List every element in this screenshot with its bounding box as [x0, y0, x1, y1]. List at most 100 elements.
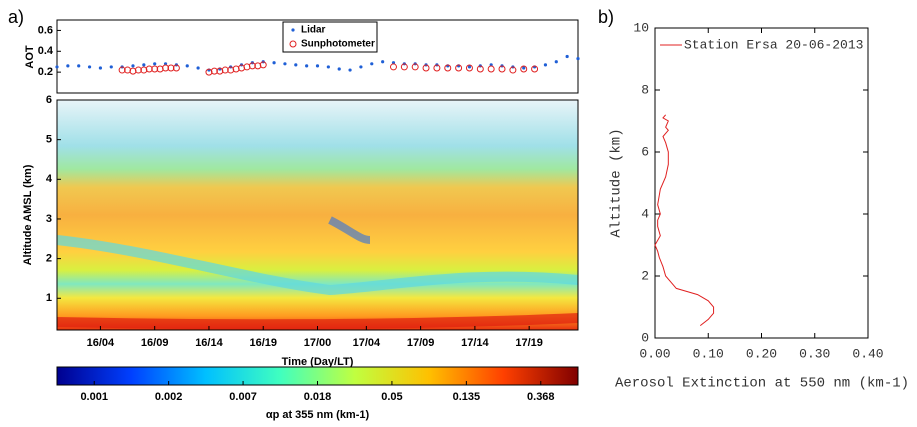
sunphotometer-point [498, 65, 506, 73]
sunphotometer-point [411, 63, 419, 71]
colorbar-tick-label: 0.001 [80, 391, 108, 403]
lidar-point [153, 62, 157, 66]
lidar-point [55, 65, 59, 69]
legend-marker [289, 40, 297, 48]
lidar-point [185, 64, 189, 68]
sunphotometer-point [455, 64, 463, 72]
y-axis-label: Altitude AMSL (km) [22, 164, 34, 265]
y-tick-label: 1 [46, 292, 52, 304]
sunphotometer-point [531, 65, 539, 73]
legend-marker [291, 28, 295, 32]
x-tick-label: 17/19 [515, 337, 543, 349]
x-tick-label: 16/14 [195, 337, 223, 349]
x-tick-label: 0.20 [746, 346, 777, 361]
lidar-point [554, 60, 558, 64]
y-tick-label: 8 [641, 82, 649, 97]
sunphotometer-point [444, 64, 452, 72]
sunphotometer-point [389, 63, 397, 71]
lidar-point [87, 65, 92, 69]
x-tick-label: 0.40 [852, 346, 883, 361]
y-tick-label: 6 [46, 94, 52, 106]
y-tick-label: 0.6 [38, 24, 53, 36]
sunphotometer-point [509, 66, 517, 74]
y-tick-label: 0.4 [38, 45, 54, 57]
heatmap-image [57, 100, 578, 330]
sunphotometer-point [221, 66, 229, 74]
colorbar-tick-label: 0.002 [155, 391, 183, 403]
lidar-point [272, 61, 276, 65]
y-tick-label: 4 [46, 173, 53, 185]
sunphotometer-point [134, 66, 142, 74]
lidar-point [522, 66, 526, 70]
sunphotometer-point [433, 64, 441, 72]
x-tick-label: 16/09 [141, 337, 169, 349]
x-tick-label: 17/14 [461, 337, 489, 349]
x-tick-label: 0.10 [693, 346, 724, 361]
lidar-point [196, 66, 200, 70]
x-tick-label: 16/19 [249, 337, 277, 349]
y-tick-label: 2 [46, 253, 52, 265]
sunphotometer-point [487, 65, 495, 73]
sunphotometer-point [400, 63, 408, 71]
sunphotometer-point [520, 65, 528, 73]
sunphotometer-point [172, 64, 180, 72]
lidar-point [576, 56, 580, 61]
colorbar-tick-label: 0.368 [527, 391, 555, 403]
legend-label: Lidar [301, 25, 326, 36]
sunphotometer-point [248, 62, 256, 70]
lidar-point [315, 64, 320, 68]
sunphotometer-point [476, 65, 484, 73]
legend-label: Sunphotometer [301, 39, 375, 50]
y-tick-label: 4 [641, 206, 649, 221]
x-tick-label: 17/09 [407, 337, 435, 349]
lidar-point [131, 64, 135, 68]
colorbar-label: αp at 355 nm (km-1) [266, 409, 370, 421]
panel-label: b) [598, 7, 614, 27]
profile-line [654, 114, 715, 326]
lidar-point [142, 63, 146, 67]
lidar-point [467, 65, 472, 69]
colorbar-tick-label: 0.007 [229, 391, 257, 403]
x-axis-label: Time (Day/LT) [282, 356, 354, 368]
x-axis-label: Aerosol Extinction at 550 nm (km-1) [615, 376, 909, 392]
lidar-point [381, 60, 385, 64]
y-tick-label: 10 [633, 20, 649, 35]
y-tick-label: 0.2 [38, 66, 53, 78]
y-tick-label: 2 [641, 268, 649, 283]
y-tick-label: 5 [46, 134, 52, 146]
heatmap-feature [328, 216, 371, 244]
lidar-point [326, 65, 330, 69]
lidar-point [348, 68, 352, 72]
colorbar-tick-label: 0.135 [453, 391, 481, 403]
heatmap-feature [56, 313, 579, 330]
y-axis-label: AOT [24, 45, 36, 69]
panel-label: a) [8, 7, 24, 27]
lidar-point [77, 64, 81, 68]
y-tick-label: 0 [641, 330, 649, 345]
x-tick-label: 0.00 [639, 346, 670, 361]
x-tick-label: 0.30 [799, 346, 830, 361]
sunphotometer-point [465, 64, 473, 72]
sunphotometer-point [259, 61, 267, 69]
lidar-point [337, 67, 341, 71]
heatmap-feature [56, 235, 579, 296]
x-tick-label: 17/00 [304, 337, 332, 349]
lidar-point [294, 63, 298, 67]
sunphotometer-point [162, 64, 170, 72]
y-tick-label: 3 [46, 213, 52, 225]
sunphotometer-point [422, 64, 430, 72]
legend-label: Station Ersa 20-06-2013 [684, 37, 863, 52]
lidar-point [109, 65, 113, 69]
sunphotometer-point [210, 67, 218, 75]
x-tick-label: 17/04 [353, 337, 381, 349]
x-tick-label: 16/04 [87, 337, 115, 349]
lidar-point [98, 66, 103, 70]
colorbar-tick-label: 0.05 [381, 391, 402, 403]
sunphotometer-point [118, 66, 126, 74]
y-tick-label: 6 [641, 144, 649, 159]
sunphotometer-point [151, 65, 159, 73]
lidar-point [305, 64, 309, 68]
lidar-point [283, 62, 287, 66]
lidar-point [359, 65, 363, 69]
